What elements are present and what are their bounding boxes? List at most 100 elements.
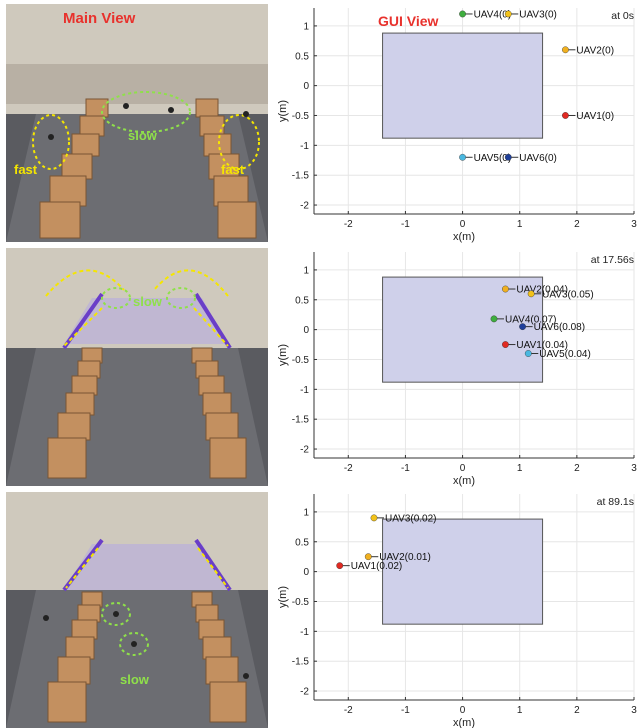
y-tick-label: -1: [300, 627, 309, 638]
uav-label: UAV3(0.05): [542, 289, 594, 300]
region-rect: [382, 276, 544, 383]
slow-circle-left: [101, 287, 131, 309]
photo-scene-1: Main View fast slow fast: [6, 4, 268, 242]
left-box-row: [39, 98, 109, 239]
uav-label: UAV2(0.01): [379, 552, 431, 563]
right-purple-arrow: [194, 292, 232, 350]
gui-plot-svg-2: -2 -1 0 1 2 3 1 0.5 0 -0.5 -1 -1.5 -2 x(m) y(m) at 17.5…: [277, 252, 637, 487]
y-tick-label: 0.5: [295, 537, 309, 548]
x-tick-label: -1: [401, 705, 410, 716]
uav-marker: [459, 153, 466, 161]
uav-marker: [459, 10, 466, 18]
uav-marker: [502, 285, 509, 293]
uav-marker: [370, 514, 378, 522]
uav-label: UAV2(0.04): [516, 285, 568, 296]
gui-plot-2: -2 -1 0 1 2 3 1 0.5 0 -0.5 -1 -1.5 -2 x(m) y(m) at 17.5…: [272, 244, 639, 487]
virtual-region: [64, 544, 228, 590]
fast-left-label: fast: [14, 162, 38, 177]
left-yellow-dash: [63, 307, 103, 347]
region-rect: [382, 32, 544, 139]
uav-label: UAV1(0): [576, 111, 614, 122]
uav-marker: [504, 153, 512, 161]
y-tick-label: -1.5: [292, 171, 310, 182]
slow-label: slow: [133, 294, 163, 309]
left-yellow-dash: [65, 547, 99, 589]
photo-scene-3: slow: [6, 492, 268, 728]
uav-label: UAV1(0.04): [516, 340, 568, 351]
y-tick-label: -1.5: [292, 415, 310, 426]
right-box-row: [195, 98, 257, 239]
left-box-row: [47, 591, 103, 723]
slow-circle: [101, 91, 191, 133]
slow-circle-right: [166, 287, 196, 309]
x-tick-label: 0: [460, 705, 466, 716]
uav-marker: [490, 315, 498, 323]
gui-view-title: GUI View: [378, 13, 439, 29]
y-tick-label: -1: [300, 141, 309, 152]
uav-label: UAV1(0.02): [351, 561, 403, 572]
x-tick-label: 2: [574, 705, 580, 716]
photo-wall-shade: [6, 64, 268, 104]
gui-plot-svg-1: -2 -1 0 1 2 3 1 0.5 0 -0.5 -1 -1.5 -2 x(m) y(m) at 0s UA…: [277, 8, 637, 243]
x-tick-label: -1: [401, 463, 410, 474]
y-axis-label: y(m): [277, 100, 289, 122]
photo-scene-2: slow: [6, 248, 268, 486]
x-tick-label: 1: [517, 219, 523, 230]
x-tick-label: -2: [344, 705, 353, 716]
uav-marker: [562, 112, 569, 119]
uav-marker: [364, 553, 372, 561]
y-tick-label: 1: [303, 21, 309, 32]
x-tick-label: 2: [574, 219, 580, 230]
right-box-row: [191, 591, 247, 723]
plot-body: -2 -1 0 1 2 3 1 0.5 0 -0.5 -1 -1.5 -2 x(m) y(m) at 89.1…: [277, 494, 637, 728]
x-tick-label: 3: [631, 705, 637, 716]
uav-label: UAV6(0): [519, 153, 557, 164]
plot-body: -2 -1 0 1 2 3 1 0.5 0 -0.5 -1 -1.5 -2 x(m) y(m) at 0s UA…: [277, 8, 637, 243]
x-tick-label: 1: [517, 463, 523, 474]
y-tick-label: -0.5: [292, 597, 310, 608]
slow-circle-upper: [101, 602, 131, 626]
uav-label: UAV4(0.07): [505, 314, 557, 325]
uav-marker: [527, 290, 535, 298]
y-axis-label: y(m): [277, 344, 289, 366]
y-tick-label: 0: [303, 567, 309, 578]
photo-panel-3: slow: [6, 492, 268, 728]
x-tick-label: 0: [460, 463, 466, 474]
right-yellow-path: [153, 269, 229, 297]
photo-panel-2: slow: [6, 248, 268, 486]
right-box-row: [191, 347, 247, 479]
x-tick-label: 0: [460, 219, 466, 230]
uav-marker: [502, 341, 509, 348]
y-tick-label: -2: [300, 201, 309, 212]
x-tick-label: -1: [401, 219, 410, 230]
gui-plot-1: -2 -1 0 1 2 3 1 0.5 0 -0.5 -1 -1.5 -2 x(m) y(m) at 0s UA…: [272, 0, 639, 243]
y-tick-label: 0.5: [295, 295, 309, 306]
y-tick-label: -2: [300, 445, 309, 456]
y-tick-label: 1: [303, 265, 309, 276]
uav-marker: [524, 350, 532, 357]
time-label: at 89.1s: [597, 496, 634, 508]
right-yellow-dash: [193, 307, 229, 347]
x-axis-label: x(m): [453, 231, 475, 243]
uav-marker: [504, 10, 512, 18]
photo-wall: [6, 4, 268, 122]
uav-label: UAV6(0.08): [534, 322, 586, 333]
gui-plot-svg-3: -2 -1 0 1 2 3 1 0.5 0 -0.5 -1 -1.5 -2 x(m) y(m) at 89.1…: [277, 494, 637, 728]
x-tick-label: 1: [517, 705, 523, 716]
x-tick-label: -2: [344, 463, 353, 474]
y-tick-label: -2: [300, 687, 309, 698]
fast-right-label: fast: [221, 162, 245, 177]
uav-marker: [519, 323, 526, 331]
right-yellow-dash: [197, 547, 229, 589]
uav-label: UAV4(0): [474, 9, 512, 20]
y-tick-label: -1.5: [292, 657, 310, 668]
drone-markers: [48, 103, 249, 140]
x-tick-label: 2: [574, 463, 580, 474]
y-tick-label: 0: [303, 81, 309, 92]
x-axis-label: x(m): [453, 475, 475, 487]
left-box-row: [47, 347, 103, 479]
y-tick-label: -0.5: [292, 111, 310, 122]
virtual-region: [64, 298, 228, 344]
uav-label: UAV5(0): [474, 153, 512, 164]
time-label: at 0s: [611, 10, 634, 22]
